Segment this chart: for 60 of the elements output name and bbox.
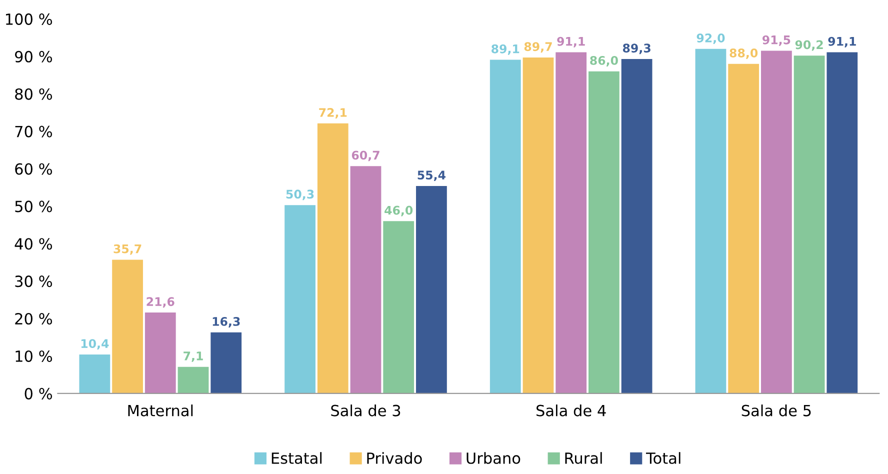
bar — [144, 312, 176, 394]
bar — [210, 332, 242, 394]
legend-label: Privado — [367, 452, 422, 464]
data-label: 91,1 — [828, 36, 856, 48]
bar — [588, 71, 620, 394]
bar — [728, 64, 760, 394]
bar — [416, 186, 447, 394]
y-tick-label: 50 % — [15, 200, 52, 212]
bar — [794, 56, 825, 394]
data-label: 46,0 — [384, 206, 413, 216]
y-tick-label: 30 % — [15, 276, 52, 288]
y-tick-label: 40 % — [14, 238, 52, 250]
bar — [826, 52, 858, 394]
bar — [112, 260, 143, 394]
bar — [79, 354, 110, 394]
legend-label: Urbano — [466, 452, 520, 464]
x-tick-label: Sala de 3 — [331, 404, 400, 416]
data-label: 72,1 — [319, 108, 347, 118]
x-tick-label: Sala de 4 — [536, 404, 606, 416]
data-label: 91,5 — [762, 35, 790, 46]
bar — [556, 52, 587, 394]
legend-label: Total — [646, 452, 680, 464]
data-label: 35,7 — [114, 244, 142, 255]
y-tick-label: 60 % — [15, 163, 52, 175]
bar — [284, 205, 316, 394]
bar — [490, 60, 521, 394]
data-label: 21,6 — [146, 297, 174, 308]
data-label: 92,0 — [696, 34, 725, 44]
data-label: 88,0 — [730, 48, 758, 59]
legend-label: Rural — [565, 452, 602, 464]
data-label: 86,0 — [590, 56, 618, 66]
y-tick-label: 100 % — [6, 13, 52, 25]
y-tick-label: 0 % — [24, 388, 52, 400]
bar — [695, 48, 726, 394]
data-label: 55,4 — [418, 170, 446, 182]
y-tick-label: 70 % — [15, 126, 52, 138]
data-label: 10,4 — [81, 339, 109, 350]
y-tick-label: 90 % — [15, 50, 52, 62]
bar — [761, 50, 792, 394]
data-label: 50,3 — [286, 190, 314, 200]
data-label: 60,7 — [352, 150, 380, 162]
bar — [317, 123, 348, 394]
data-label: 91,1 — [557, 36, 585, 48]
data-label: 89,3 — [622, 44, 650, 54]
x-tick-label: Maternal — [128, 404, 193, 416]
bar — [621, 59, 652, 394]
y-tick-label: 20 % — [15, 312, 52, 325]
legend-label: Estatal — [272, 452, 322, 464]
bar — [350, 166, 382, 394]
data-label: 89,1 — [492, 44, 520, 55]
bar — [383, 221, 414, 394]
data-label: 16,3 — [212, 317, 240, 328]
bar — [178, 366, 209, 394]
data-label: 89,7 — [524, 42, 552, 53]
y-tick-label: 10 % — [16, 350, 52, 362]
data-label: 90,2 — [795, 40, 823, 51]
data-label: 7,1 — [184, 352, 203, 362]
bar — [522, 58, 554, 394]
y-tick-label: 80 % — [15, 88, 52, 100]
x-tick-label: Sala de 5 — [742, 404, 811, 416]
